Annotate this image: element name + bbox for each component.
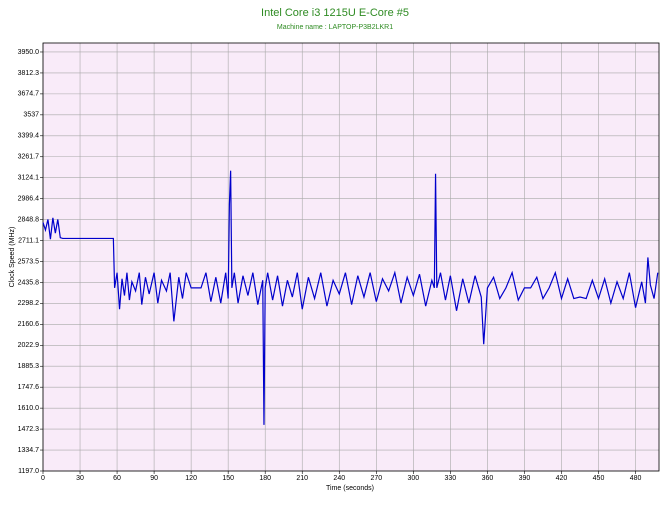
y-tick-label: 2298.2 (18, 300, 40, 307)
data-line (42, 170, 659, 425)
y-tick-label: 2022.9 (18, 342, 40, 349)
y-tick-label: 1747.6 (18, 384, 40, 391)
y-tick-label: 1472.3 (18, 426, 40, 433)
x-tick-label: 330 (445, 475, 457, 482)
x-tick-label: 480 (630, 475, 642, 482)
plot-area (43, 43, 659, 471)
y-tick-label: 3812.3 (18, 70, 40, 77)
x-tick-label: 210 (296, 475, 308, 482)
y-tick-label: 1334.7 (18, 447, 40, 454)
x-tick-label: 240 (333, 475, 345, 482)
x-tick-label: 300 (407, 475, 419, 482)
chart-title: Intel Core i3 1215U E-Core #5 (261, 7, 409, 19)
x-tick-label: 30 (76, 475, 84, 482)
x-axis-label: Time (seconds) (326, 485, 374, 492)
x-tick-label: 420 (556, 475, 568, 482)
x-tick-label: 360 (482, 475, 494, 482)
y-tick-label: 1885.3 (18, 363, 40, 370)
x-tick-label: 150 (222, 475, 234, 482)
y-axis-label: Clock Speed (MHz) (9, 227, 16, 288)
y-tick-label: 2711.1 (18, 237, 39, 244)
x-tick-label: 180 (259, 475, 271, 482)
x-tick-label: 120 (185, 475, 197, 482)
y-tick-label: 1197.0 (18, 468, 39, 475)
y-tick-label: 2986.4 (18, 195, 40, 202)
y-tick-label: 3537 (23, 112, 39, 119)
y-tick-label: 2160.6 (18, 321, 40, 328)
plot-border (42, 42, 660, 472)
x-tick-label: 0 (41, 475, 45, 482)
x-tick-label: 90 (150, 475, 158, 482)
y-tick-label: 3124.1 (18, 175, 40, 182)
y-tick-label: 3674.7 (18, 91, 40, 98)
y-tick-label: 3399.4 (18, 133, 40, 140)
x-tick-label: 450 (593, 475, 605, 482)
chart-subtitle: Machine name : LAPTOP-P3B2LKR1 (277, 24, 393, 31)
x-tick-label: 390 (519, 475, 531, 482)
y-tick-label: 1610.0 (18, 405, 40, 412)
x-tick-label: 270 (370, 475, 382, 482)
x-tick-label: 60 (113, 475, 121, 482)
y-tick-label: 3261.7 (18, 154, 40, 161)
y-tick-label: 2573.5 (18, 258, 40, 265)
y-tick-label: 2848.8 (18, 216, 40, 223)
y-tick-label: 3950.0 (18, 49, 40, 56)
y-tick-label: 2435.8 (18, 279, 40, 286)
